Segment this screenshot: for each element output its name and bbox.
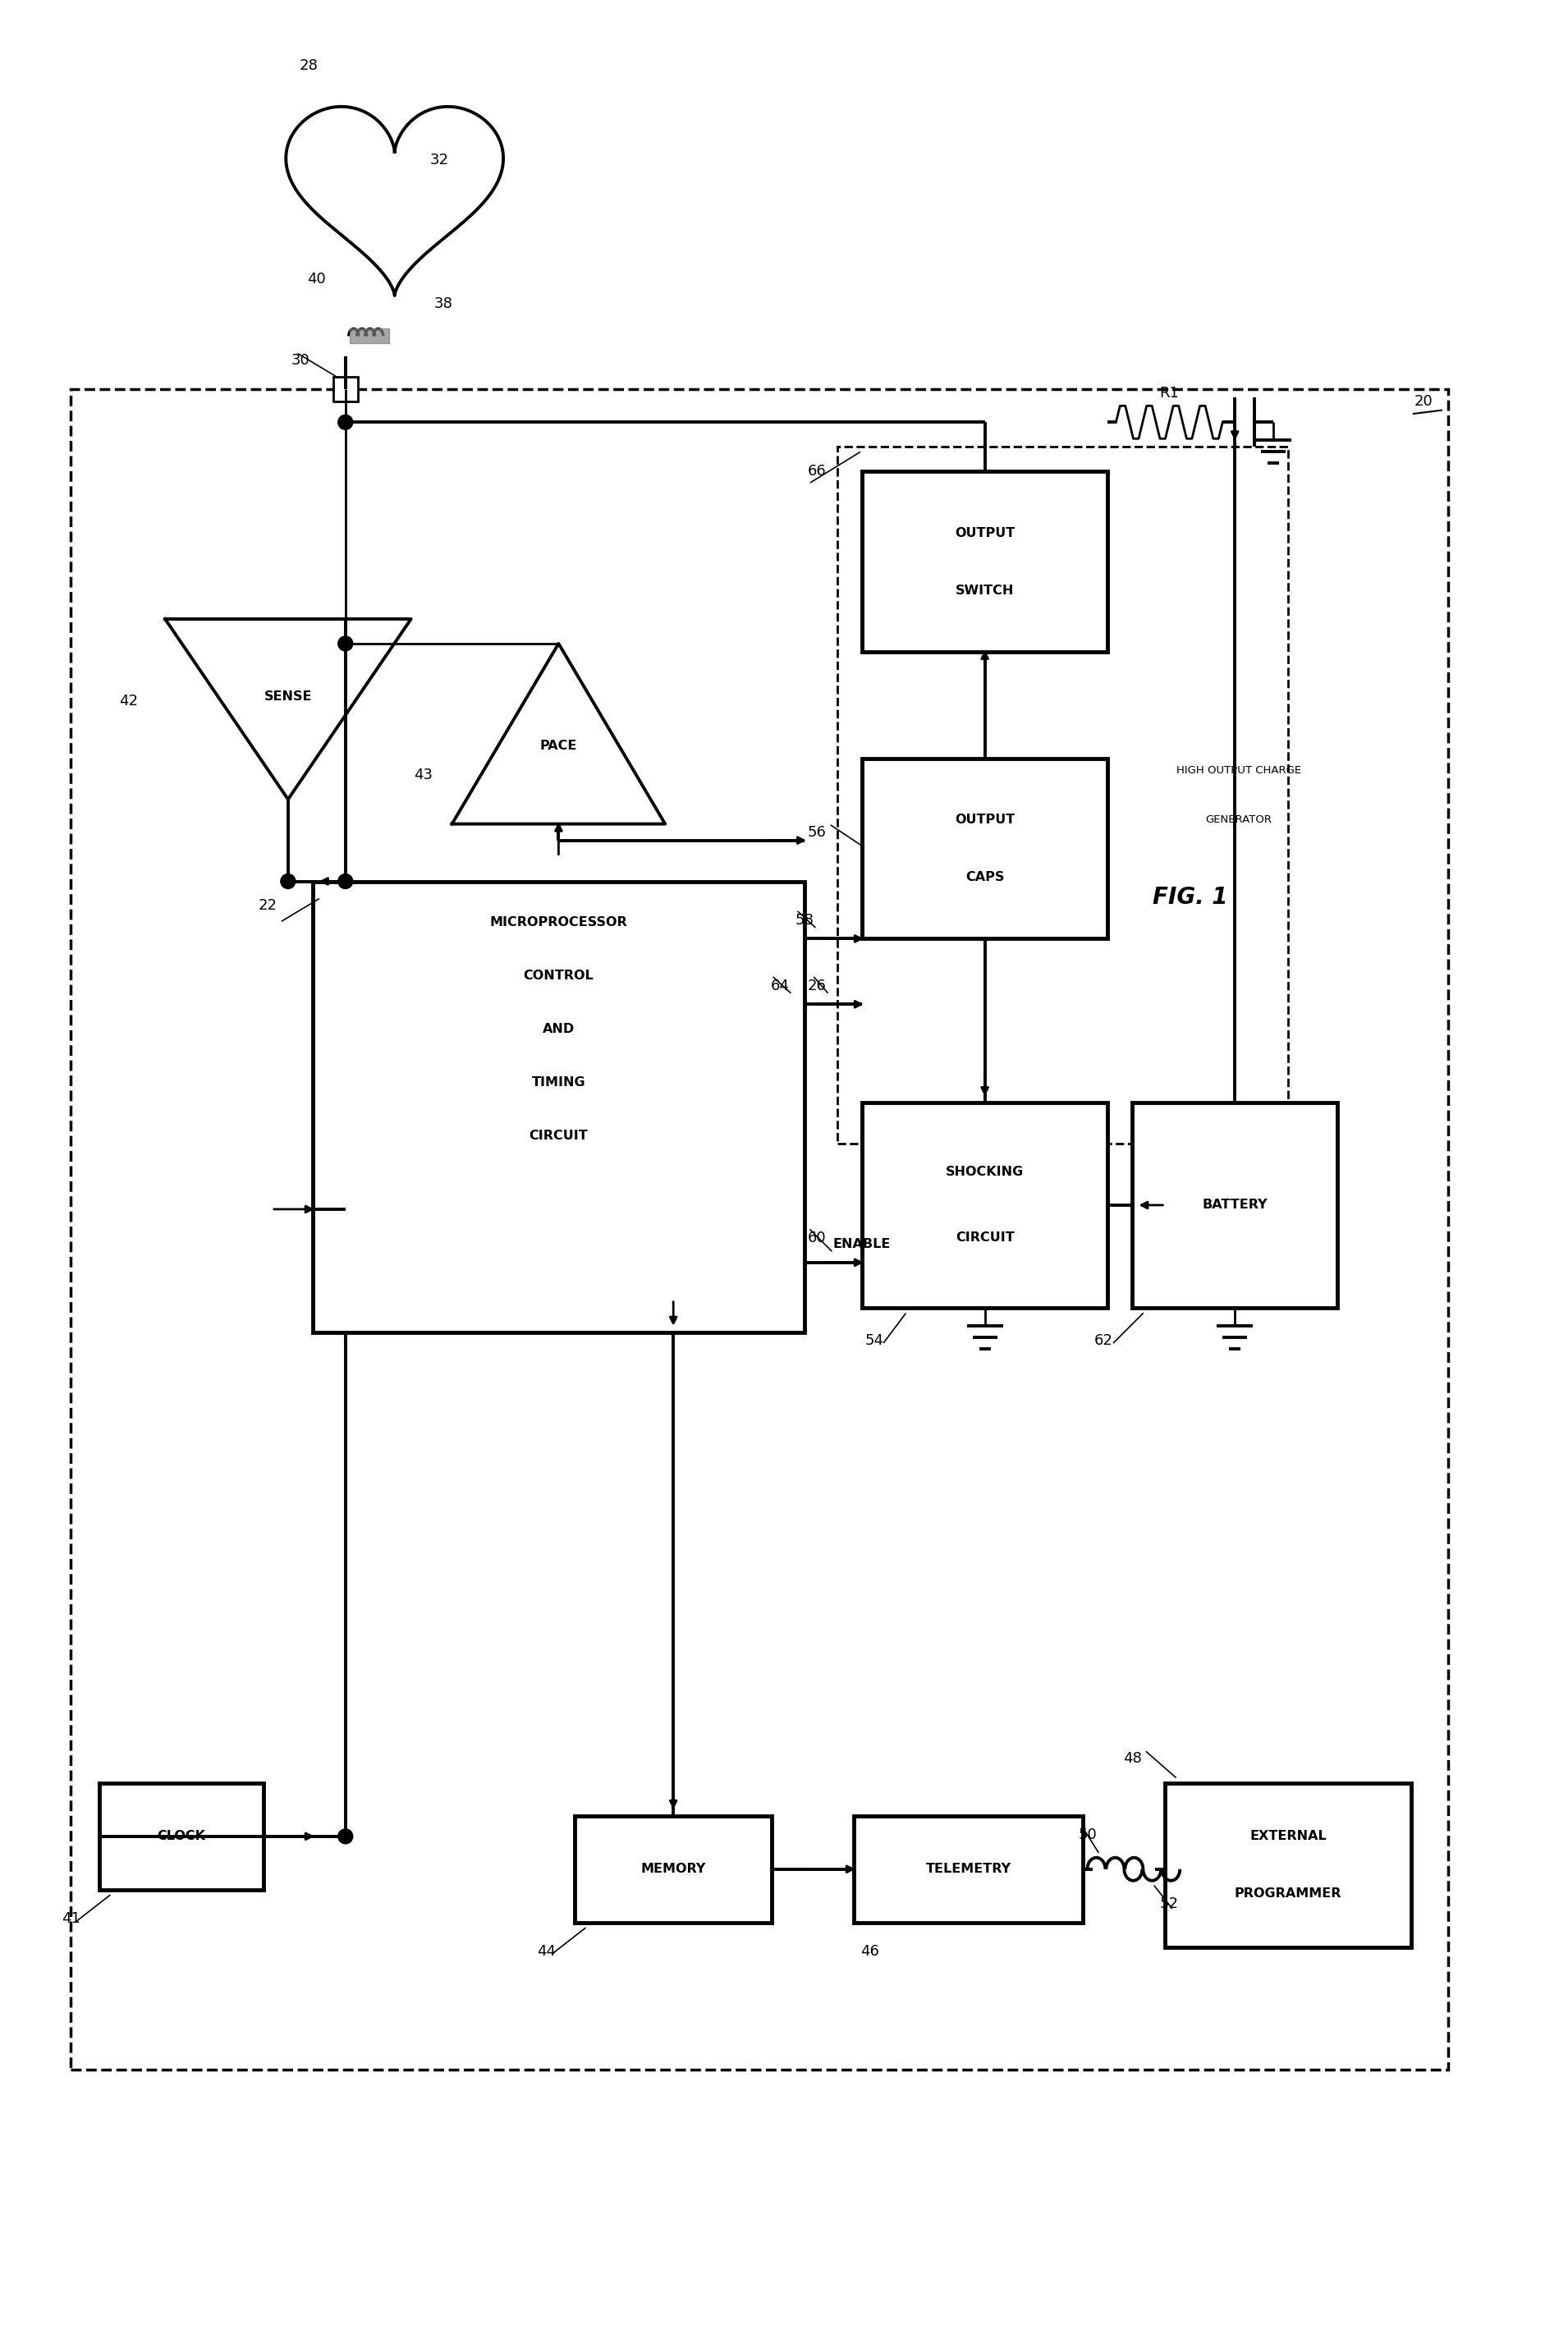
Text: 50: 50 [1077,1828,1096,1842]
FancyBboxPatch shape [862,759,1109,938]
Text: 42: 42 [119,693,138,707]
Text: 43: 43 [414,768,433,782]
Text: OUTPUT: OUTPUT [955,527,1014,539]
Text: CIRCUIT: CIRCUIT [955,1232,1014,1244]
Text: CONTROL: CONTROL [524,969,594,983]
FancyBboxPatch shape [1165,1783,1411,1947]
Text: R1: R1 [1159,385,1179,401]
Circle shape [339,1830,353,1844]
Text: CAPS: CAPS [966,871,1004,882]
Text: 48: 48 [1123,1750,1142,1767]
Text: 30: 30 [292,352,310,369]
Text: GENERATOR: GENERATOR [1206,815,1272,826]
Text: TIMING: TIMING [532,1076,585,1088]
Circle shape [339,415,353,429]
Text: MICROPROCESSOR: MICROPROCESSOR [489,917,627,929]
Text: CLOCK: CLOCK [157,1830,205,1842]
FancyBboxPatch shape [575,1816,771,1923]
FancyBboxPatch shape [71,390,1447,2070]
Text: 20: 20 [1414,394,1433,408]
Text: PROGRAMMER: PROGRAMMER [1234,1888,1342,1900]
Text: SWITCH: SWITCH [955,584,1014,598]
Text: 66: 66 [808,464,826,478]
FancyBboxPatch shape [332,378,358,401]
Text: 41: 41 [61,1912,80,1926]
Text: 22: 22 [259,899,278,913]
Text: CIRCUIT: CIRCUIT [528,1130,588,1141]
Circle shape [339,637,353,651]
Text: HIGH OUTPUT CHARGE: HIGH OUTPUT CHARGE [1176,766,1301,775]
Text: 44: 44 [536,1944,555,1958]
Text: 52: 52 [1160,1895,1179,1912]
Text: EXTERNAL: EXTERNAL [1250,1830,1327,1842]
Text: 32: 32 [430,152,448,168]
Text: SHOCKING: SHOCKING [946,1167,1024,1179]
Circle shape [281,873,295,889]
FancyBboxPatch shape [99,1783,263,1891]
FancyBboxPatch shape [862,471,1109,651]
Text: PACE: PACE [539,740,577,752]
Text: 62: 62 [1094,1333,1113,1347]
Text: BATTERY: BATTERY [1203,1200,1267,1211]
FancyBboxPatch shape [1132,1102,1338,1307]
Text: 58: 58 [795,913,814,929]
FancyBboxPatch shape [837,446,1289,1144]
Text: OUTPUT: OUTPUT [955,815,1014,826]
Text: 60: 60 [808,1230,826,1246]
Text: 64: 64 [770,978,789,994]
FancyBboxPatch shape [853,1816,1083,1923]
Text: 46: 46 [861,1944,880,1958]
Text: 56: 56 [808,824,826,840]
FancyBboxPatch shape [862,1102,1109,1307]
Text: 40: 40 [307,271,326,287]
Text: 28: 28 [299,58,318,72]
Circle shape [339,873,353,889]
Text: MEMORY: MEMORY [641,1863,706,1874]
Text: 38: 38 [434,296,453,310]
FancyBboxPatch shape [312,882,804,1333]
Text: ENABLE: ENABLE [833,1239,891,1251]
Text: FIG. 1: FIG. 1 [1152,887,1228,910]
Text: 26: 26 [808,978,826,994]
Text: TELEMETRY: TELEMETRY [925,1863,1011,1874]
Text: 54: 54 [864,1333,884,1347]
Text: AND: AND [543,1022,575,1034]
Text: SENSE: SENSE [263,691,312,703]
